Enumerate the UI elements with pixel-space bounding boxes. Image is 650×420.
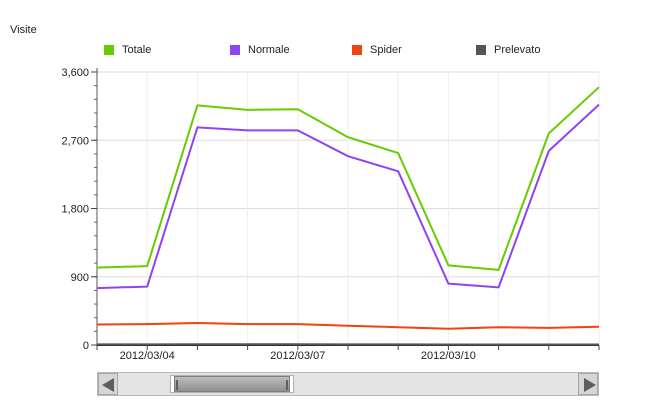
grip-left[interactable] bbox=[176, 380, 178, 390]
legend-item-prelevato[interactable]: Prelevato bbox=[476, 44, 540, 56]
series-line-totale bbox=[96, 86, 600, 271]
legend-swatch-prelevato bbox=[476, 45, 486, 55]
y-tick-label: 2,700 bbox=[61, 135, 89, 147]
legend-swatch-totale bbox=[104, 45, 114, 55]
y-tick-label: 1,800 bbox=[61, 204, 89, 216]
grip-right[interactable] bbox=[286, 380, 288, 390]
scroll-thumb[interactable] bbox=[174, 376, 290, 392]
series-line-normale bbox=[96, 103, 600, 290]
x-tick-label: 2012/03/10 bbox=[421, 350, 476, 362]
legend-swatch-normale bbox=[230, 45, 240, 55]
scroll-left-button[interactable] bbox=[98, 373, 118, 395]
arrow-left-icon bbox=[102, 378, 114, 392]
legend-label-spider: Spider bbox=[370, 44, 402, 56]
y-tick-label: 900 bbox=[71, 272, 89, 284]
legend-label-prelevato: Prelevato bbox=[494, 44, 541, 56]
legend-item-spider[interactable]: Spider bbox=[352, 44, 402, 56]
series-line-spider bbox=[96, 322, 600, 330]
x-tick-label: 2012/03/04 bbox=[120, 350, 175, 362]
range-scrollbar[interactable] bbox=[97, 372, 599, 396]
legend-label-totale: Totale bbox=[122, 44, 152, 56]
legend-item-normale[interactable]: Normale bbox=[230, 44, 290, 56]
x-tick-label: 2012/03/07 bbox=[270, 350, 325, 362]
y-tick-label: 3,600 bbox=[61, 67, 89, 79]
scroll-right-button[interactable] bbox=[578, 373, 598, 395]
y-tick-label: 0 bbox=[83, 340, 89, 352]
legend-swatch-spider bbox=[352, 45, 362, 55]
legend: Totale Normale Spider Prelevato bbox=[0, 44, 650, 58]
legend-label-normale: Normale bbox=[248, 44, 290, 56]
arrow-right-icon bbox=[584, 378, 596, 392]
y-axis-label: Visite bbox=[10, 24, 37, 36]
legend-item-totale[interactable]: Totale bbox=[104, 44, 151, 56]
